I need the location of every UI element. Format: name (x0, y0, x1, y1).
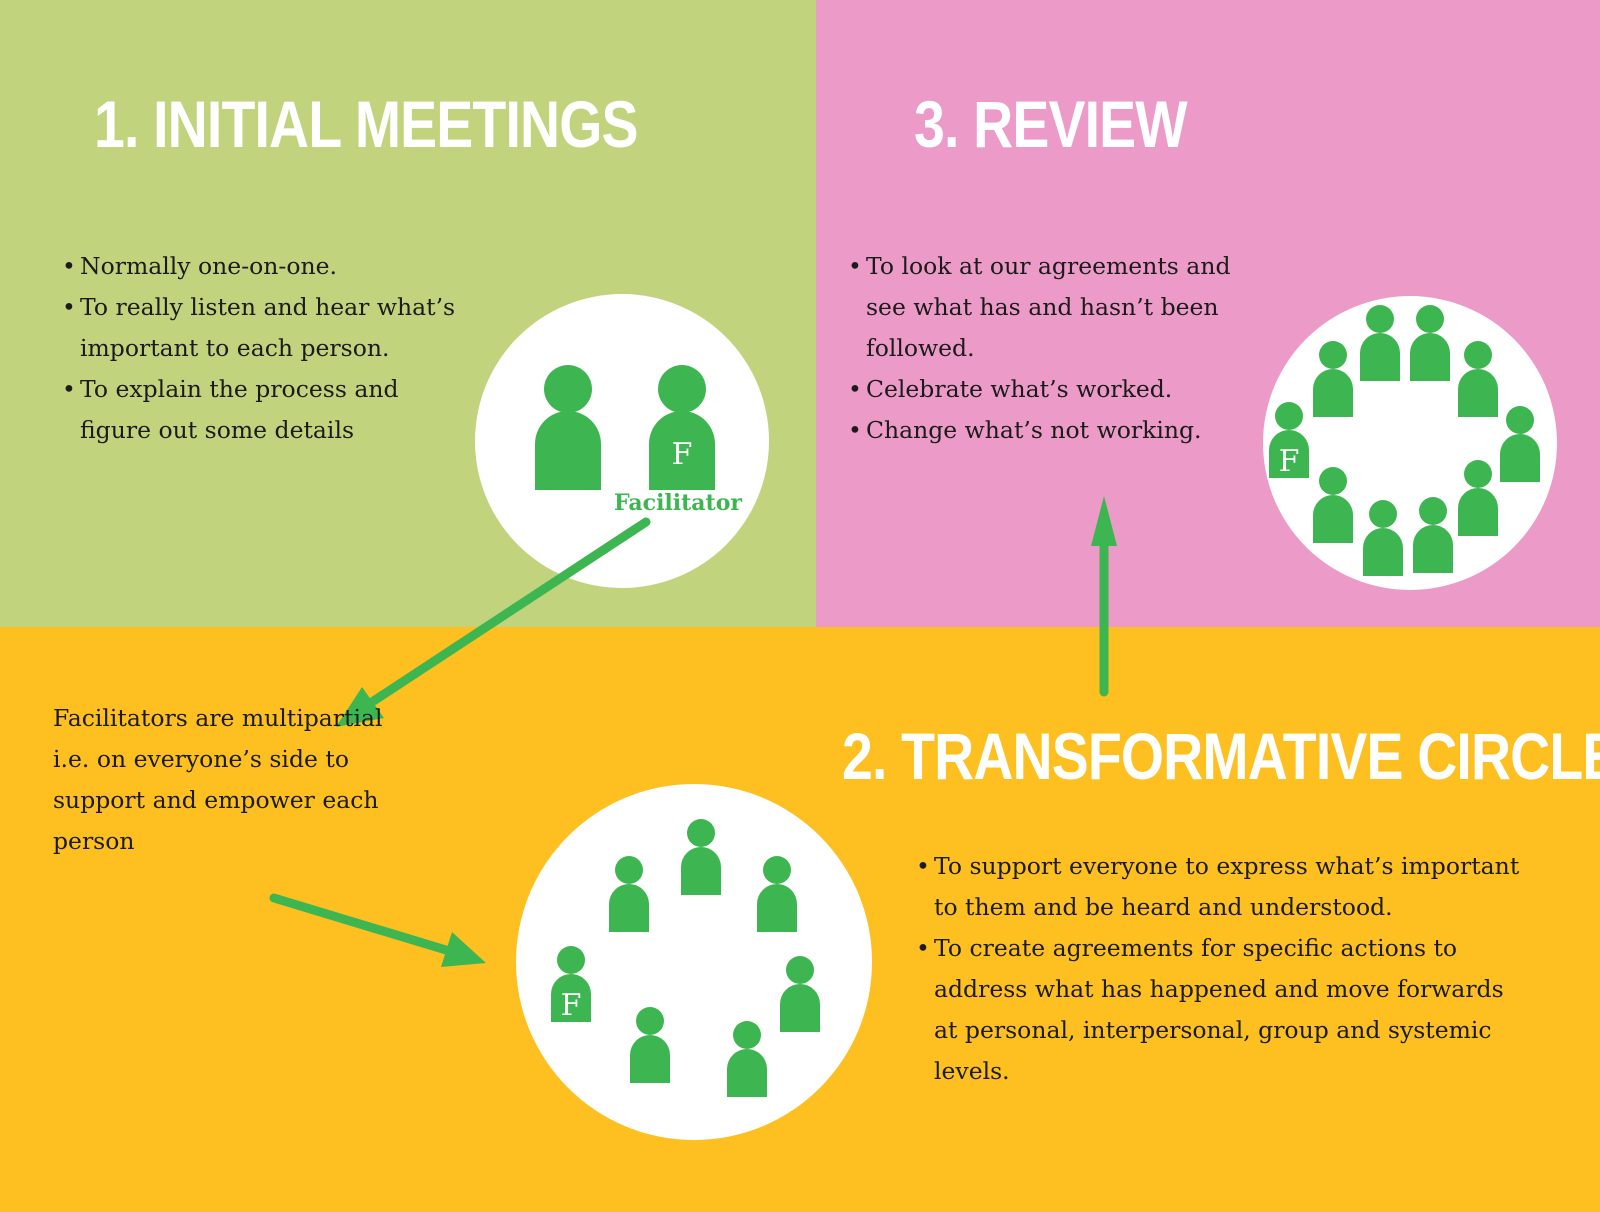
list-item: • To support everyone to express what’s i… (916, 852, 1520, 921)
facilitator-letter: F (1279, 444, 1300, 479)
transformative-circle-title: 2. TRANSFORMATIVE CIRCLE (842, 719, 1600, 793)
person-icon (1313, 467, 1353, 543)
person-icon (1413, 497, 1453, 573)
person-icon (780, 956, 820, 1032)
multipartial-note: Facilitators are multipartial i.e. on ev… (53, 704, 383, 855)
review-list: • To look at our agreements and see what … (846, 246, 1236, 451)
person-icon (727, 1021, 767, 1097)
initial-meetings-title: 1. INITIAL MEETINGS (94, 87, 638, 161)
arrow-icon (1091, 496, 1117, 697)
person-icon (1500, 406, 1540, 482)
facilitator-label: Facilitator (614, 490, 742, 516)
list-item: • To explain the process and figure out s… (62, 375, 399, 444)
person-icon (535, 365, 601, 490)
list-item: • To really listen and hear what’s import… (62, 293, 456, 362)
list-item: • To create agreements for specific actio… (916, 934, 1504, 1085)
initial-meetings-list: • Normally one-on-one. • To really listen … (60, 246, 460, 451)
list-item: • Change what’s not working. (848, 416, 1202, 444)
facilitator-letter: F (672, 437, 693, 472)
list-item: • To look at our agreements and see what … (848, 252, 1231, 362)
facilitator-person-icon: F (551, 946, 591, 1023)
person-icon (1313, 341, 1353, 417)
initial-meeting-disc (475, 294, 769, 588)
facilitator-letter: F (561, 988, 582, 1023)
review-title: 3. REVIEW (914, 87, 1188, 161)
list-item: • Normally one-on-one. (62, 252, 338, 280)
facilitator-person-icon: F (1269, 402, 1309, 479)
person-icon (1410, 305, 1450, 381)
person-icon (609, 856, 649, 932)
person-icon (630, 1007, 670, 1083)
person-icon (757, 856, 797, 932)
facilitator-person-icon: F (649, 365, 715, 490)
person-icon (1458, 460, 1498, 536)
transformative-circle-list: • To support everyone to express what’s i… (914, 846, 1534, 1092)
arrow-icon (269, 893, 486, 967)
arrow-icon (336, 517, 651, 727)
list-item: • Celebrate what’s worked. (848, 375, 1173, 403)
person-icon (1360, 305, 1400, 381)
person-icon (681, 819, 721, 895)
person-icon (1363, 500, 1403, 576)
person-icon (1458, 341, 1498, 417)
